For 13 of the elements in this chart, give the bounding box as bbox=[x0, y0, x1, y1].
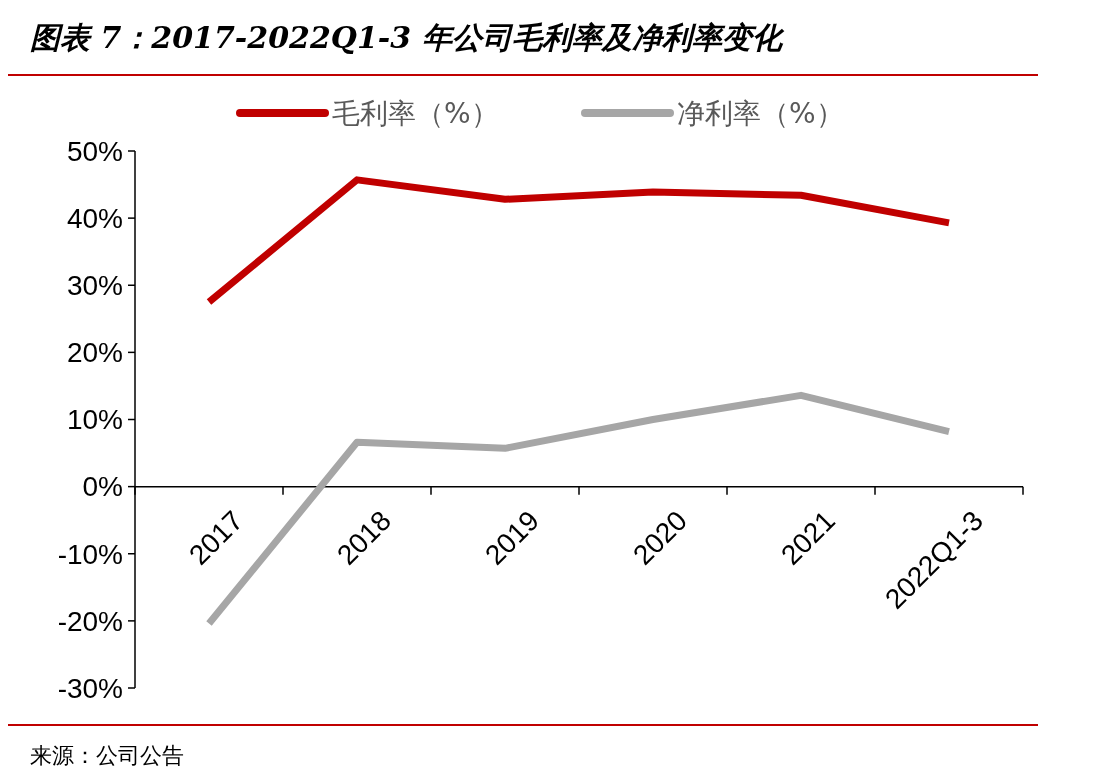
y-tick-label: 50% bbox=[66, 135, 123, 167]
source-note: 来源：公司公告 bbox=[30, 743, 184, 768]
y-tick-label: 30% bbox=[66, 270, 123, 302]
y-tick-label: 0% bbox=[82, 471, 123, 503]
chart-title: 图表 7：2017-2022Q1-3 年公司毛利率及净利率变化 bbox=[30, 20, 785, 55]
y-tick-label: 10% bbox=[66, 404, 123, 436]
y-tick-label: -10% bbox=[57, 538, 123, 570]
y-tick-label: 20% bbox=[66, 337, 123, 369]
legend-label: 毛利率（%） bbox=[332, 96, 499, 130]
y-tick-label: 40% bbox=[66, 202, 123, 234]
y-tick-label: -20% bbox=[57, 605, 123, 637]
y-tick-label: -30% bbox=[57, 672, 123, 704]
legend-label: 净利率（%） bbox=[677, 96, 844, 130]
